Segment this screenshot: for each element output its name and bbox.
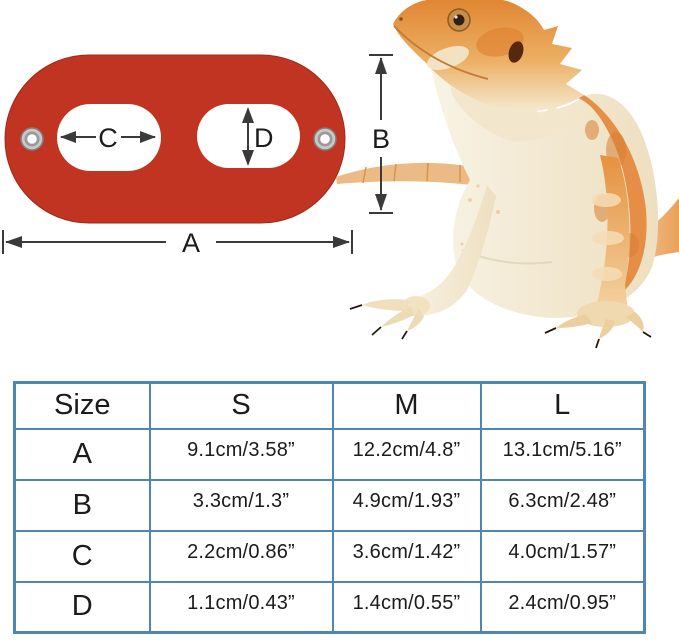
tail-stripes (362, 162, 461, 184)
dim-arrow-b (369, 54, 393, 214)
column-header-l: L (479, 381, 646, 430)
row-label-c: C (13, 529, 151, 583)
row-label-a: A (13, 427, 151, 481)
tail-tip-overlap (336, 173, 361, 184)
lizard-nostril (399, 17, 403, 21)
lizard-ear (508, 41, 524, 63)
right-claws (544, 327, 652, 349)
dimension-diagram: A B C D (2, 0, 679, 349)
table-row-c: C 2.2cm/0.86” 3.6cm/1.42” 4.0cm/1.57” (13, 529, 646, 583)
grommet-right (313, 127, 337, 151)
dimension-arrows (2, 54, 393, 254)
row-label-d: D (13, 580, 151, 634)
dim-label-b: B (372, 124, 390, 154)
column-header-m: M (331, 381, 482, 430)
row-label-b: B (13, 478, 151, 532)
cell-b-l: 6.3cm/2.48” (479, 478, 646, 532)
cell-d-m: 1.4cm/0.55” (331, 580, 482, 634)
dim-arrow-c (60, 131, 156, 143)
lizard-left-foot (349, 296, 430, 340)
lizard-eye-icon (447, 8, 471, 32)
red-plate (4, 54, 346, 224)
cell-a-l: 13.1cm/5.16” (479, 427, 646, 481)
dim-label-a: A (182, 228, 200, 258)
cell-a-m: 12.2cm/4.8” (331, 427, 482, 481)
cell-d-l: 2.4cm/0.95” (479, 580, 646, 634)
lizard-beard (448, 68, 584, 142)
leg-bands (591, 193, 624, 281)
dim-label-d: D (254, 123, 274, 153)
cell-a-s: 9.1cm/3.58” (148, 427, 334, 481)
cell-c-s: 2.2cm/0.86” (148, 529, 334, 583)
table-row-b: B 3.3cm/1.3” 4.9cm/1.93” 6.3cm/2.48” (13, 478, 646, 532)
plate-hole-left (57, 104, 161, 171)
grommet-left (20, 127, 44, 151)
cell-c-l: 4.0cm/1.57” (479, 529, 646, 583)
lizard-right-foot (544, 301, 652, 349)
size-chart-table: Size S M L A 9.1cm/3.58” 12.2cm/4.8” 13.… (13, 381, 646, 634)
table-header-row: Size S M L (13, 381, 646, 430)
left-claws (349, 304, 408, 340)
cell-c-m: 3.6cm/1.42” (331, 529, 482, 583)
cell-d-s: 1.1cm/0.43” (148, 580, 334, 634)
bearded-dragon-illustration (336, 0, 679, 349)
table-row-a: A 9.1cm/3.58” 12.2cm/4.8” 13.1cm/5.16” (13, 427, 646, 481)
cheek-highlight (427, 45, 469, 71)
lizard-mouth (393, 25, 489, 80)
dim-label-c: C (98, 123, 118, 153)
column-header-size: Size (13, 381, 151, 430)
red-plate-group (4, 54, 361, 224)
dim-arrow-a (2, 230, 353, 254)
dim-arrow-d (242, 107, 254, 166)
column-header-s: S (148, 381, 334, 430)
cell-b-m: 4.9cm/1.93” (331, 478, 482, 532)
table-row-d: D 1.1cm/0.43” 1.4cm/0.55” 2.4cm/0.95” (13, 580, 646, 634)
cell-b-s: 3.3cm/1.3” (148, 478, 334, 532)
